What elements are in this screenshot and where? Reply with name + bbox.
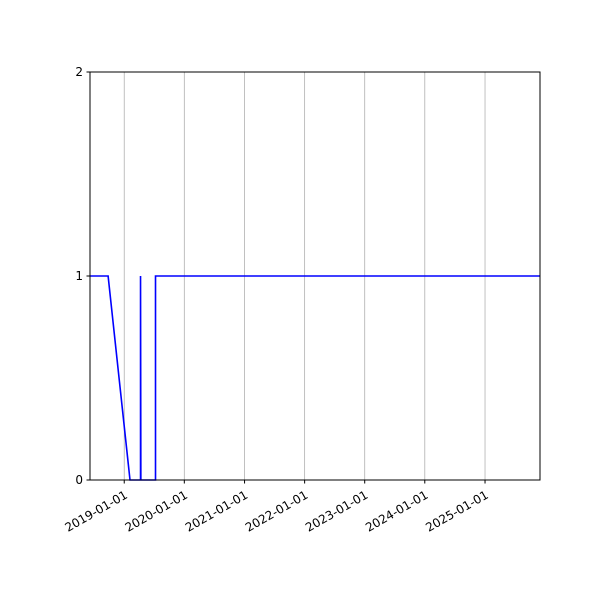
series-line	[90, 275, 540, 481]
x-tick-label: 2025-01-01	[423, 488, 490, 535]
x-axis: 2019-01-012020-01-012021-01-012022-01-01…	[63, 480, 491, 535]
y-tick-label: 0	[75, 473, 83, 487]
x-tick-label: 2024-01-01	[363, 488, 430, 535]
y-tick-label: 2	[75, 65, 83, 79]
x-tick-label: 2022-01-01	[243, 488, 310, 535]
x-tick-label: 2019-01-01	[63, 488, 130, 535]
x-tick-label: 2020-01-01	[123, 488, 190, 535]
series-lines	[90, 275, 540, 481]
x-tick-label: 2023-01-01	[303, 488, 370, 535]
y-tick-label: 1	[75, 269, 83, 283]
x-tick-label: 2021-01-01	[183, 488, 250, 535]
y-axis: 0 1 2	[75, 65, 90, 487]
